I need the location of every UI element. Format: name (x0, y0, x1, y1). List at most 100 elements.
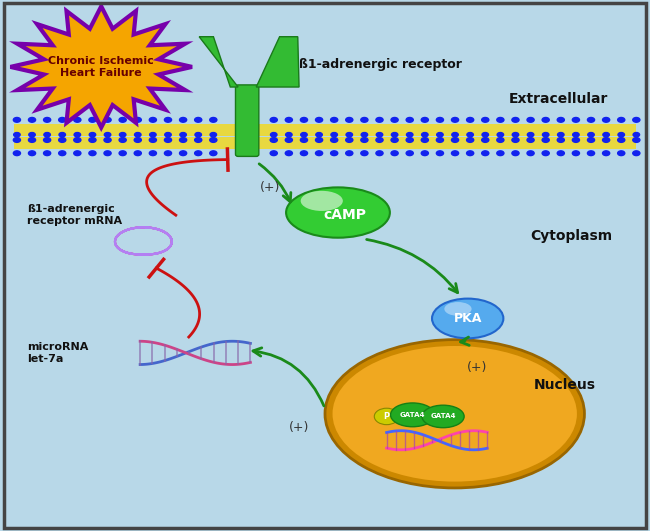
Ellipse shape (512, 151, 519, 156)
Ellipse shape (285, 117, 293, 122)
Ellipse shape (29, 117, 36, 122)
Ellipse shape (361, 151, 368, 156)
Ellipse shape (467, 117, 474, 122)
Ellipse shape (588, 138, 595, 142)
Ellipse shape (285, 133, 292, 137)
Ellipse shape (422, 133, 428, 137)
Ellipse shape (331, 117, 338, 122)
Ellipse shape (331, 138, 338, 142)
Ellipse shape (482, 133, 489, 137)
Ellipse shape (74, 133, 81, 137)
Ellipse shape (73, 117, 81, 122)
Ellipse shape (300, 151, 307, 156)
Polygon shape (199, 37, 238, 87)
Ellipse shape (497, 117, 504, 122)
Ellipse shape (89, 117, 96, 122)
Ellipse shape (44, 138, 51, 142)
Ellipse shape (527, 117, 534, 122)
Ellipse shape (421, 151, 428, 156)
Ellipse shape (603, 151, 610, 156)
Ellipse shape (285, 138, 293, 142)
Ellipse shape (512, 133, 519, 137)
Ellipse shape (452, 117, 459, 122)
Ellipse shape (104, 138, 111, 142)
Ellipse shape (164, 138, 172, 142)
Ellipse shape (436, 138, 443, 142)
Ellipse shape (467, 138, 474, 142)
Ellipse shape (270, 133, 277, 137)
Ellipse shape (391, 133, 398, 137)
Ellipse shape (482, 117, 489, 122)
Ellipse shape (301, 133, 307, 137)
Ellipse shape (432, 298, 503, 338)
Ellipse shape (632, 138, 640, 142)
Ellipse shape (331, 133, 337, 137)
Ellipse shape (301, 191, 343, 211)
Ellipse shape (29, 138, 36, 142)
Ellipse shape (543, 133, 549, 137)
Ellipse shape (325, 340, 584, 488)
Ellipse shape (391, 138, 398, 142)
Ellipse shape (406, 138, 413, 142)
Ellipse shape (59, 133, 66, 137)
Ellipse shape (14, 138, 21, 142)
Ellipse shape (527, 138, 534, 142)
Ellipse shape (195, 133, 202, 137)
Ellipse shape (482, 138, 489, 142)
Ellipse shape (557, 138, 564, 142)
Ellipse shape (29, 133, 35, 137)
Ellipse shape (89, 133, 96, 137)
Ellipse shape (618, 133, 625, 137)
Text: cAMP: cAMP (323, 208, 366, 222)
Ellipse shape (210, 117, 217, 122)
Ellipse shape (44, 151, 51, 156)
Ellipse shape (557, 117, 564, 122)
Ellipse shape (134, 138, 141, 142)
Ellipse shape (497, 133, 504, 137)
Text: ß1-adrenergic
receptor mRNA: ß1-adrenergic receptor mRNA (27, 204, 122, 226)
FancyBboxPatch shape (235, 85, 259, 157)
Ellipse shape (497, 138, 504, 142)
Ellipse shape (164, 117, 172, 122)
Ellipse shape (73, 151, 81, 156)
Ellipse shape (618, 138, 625, 142)
Ellipse shape (573, 117, 579, 122)
Text: Nucleus: Nucleus (534, 378, 596, 392)
Ellipse shape (346, 117, 353, 122)
Ellipse shape (180, 133, 187, 137)
Ellipse shape (44, 133, 50, 137)
Ellipse shape (332, 345, 578, 483)
Text: GATA4: GATA4 (400, 412, 425, 418)
Ellipse shape (194, 117, 202, 122)
Ellipse shape (270, 138, 278, 142)
Ellipse shape (542, 151, 549, 156)
Ellipse shape (436, 151, 443, 156)
Ellipse shape (603, 133, 609, 137)
Ellipse shape (270, 151, 278, 156)
Ellipse shape (406, 133, 413, 137)
Ellipse shape (618, 151, 625, 156)
Ellipse shape (422, 405, 464, 427)
Ellipse shape (632, 117, 640, 122)
Text: Extracellular: Extracellular (509, 92, 608, 106)
Ellipse shape (603, 117, 610, 122)
Bar (14, 124, 636, 136)
Text: P: P (384, 412, 390, 421)
Ellipse shape (270, 117, 278, 122)
Ellipse shape (194, 138, 202, 142)
Ellipse shape (44, 117, 51, 122)
Polygon shape (10, 6, 192, 127)
Ellipse shape (633, 133, 640, 137)
Ellipse shape (588, 133, 594, 137)
Ellipse shape (179, 117, 187, 122)
Ellipse shape (406, 117, 413, 122)
Ellipse shape (14, 117, 21, 122)
Ellipse shape (527, 151, 534, 156)
Ellipse shape (14, 151, 21, 156)
Ellipse shape (512, 138, 519, 142)
Ellipse shape (361, 138, 368, 142)
Ellipse shape (376, 133, 383, 137)
Ellipse shape (512, 117, 519, 122)
Ellipse shape (119, 117, 126, 122)
Ellipse shape (436, 117, 443, 122)
